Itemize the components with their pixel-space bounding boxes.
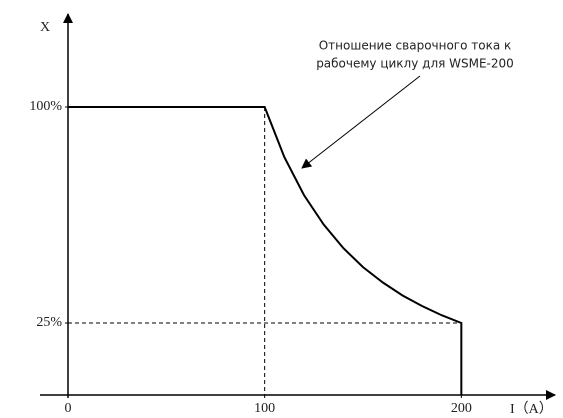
chart: X I（A） Отношение сварочного тока к рабоч… <box>0 0 563 418</box>
y-tick-label: 25% <box>36 315 62 330</box>
y-tick-label: 100% <box>29 99 62 114</box>
x-axis-label: I（A） <box>510 401 553 417</box>
x-tick-label: 200 <box>451 401 472 416</box>
annotation-arrow <box>302 76 420 168</box>
annotation: Отношение сварочного тока к <box>319 39 512 53</box>
annotation: рабочему циклу для WSME-200 <box>316 57 514 71</box>
x-tick-label: 0 <box>65 401 72 416</box>
y-axis-label: X <box>40 20 50 35</box>
x-tick-label: 100 <box>254 401 275 416</box>
